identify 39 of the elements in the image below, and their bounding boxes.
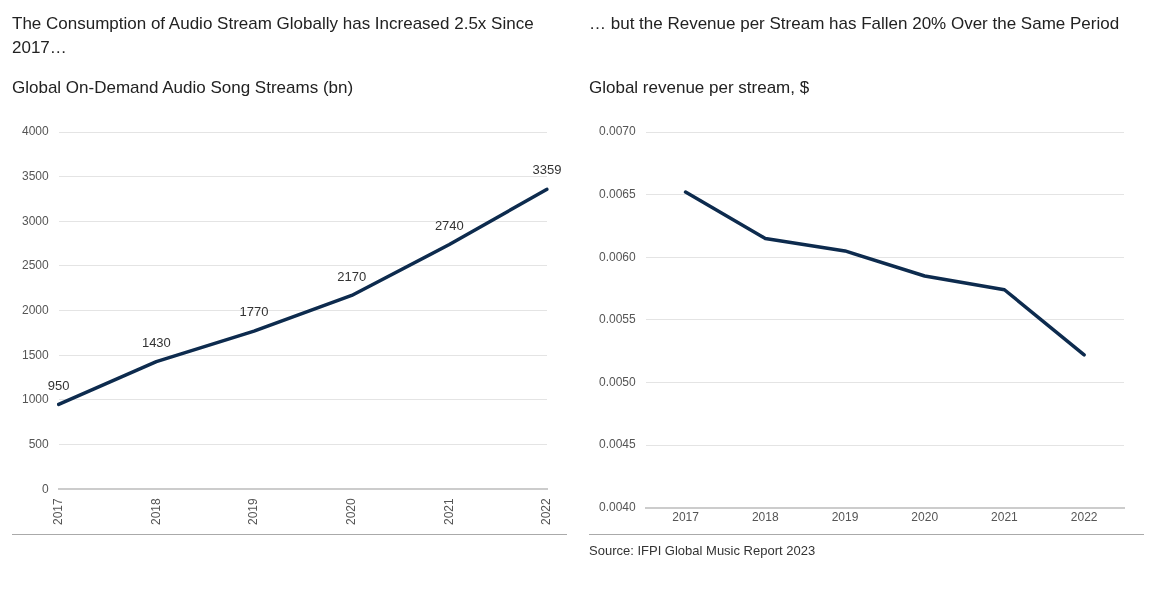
data-label: 2740 (434, 217, 464, 233)
y-tick-label: 3500 (21, 168, 50, 183)
y-tick-label: 0.0060 (599, 249, 637, 264)
y-tick-label: 0.0050 (599, 374, 637, 389)
y-tick-label: 2500 (21, 258, 50, 273)
x-tick-label: 2021 (441, 497, 456, 526)
x-tick-label: 2019 (246, 497, 261, 526)
data-label: 2170 (337, 268, 367, 284)
data-label: 1430 (141, 334, 171, 350)
data-label: 950 (47, 377, 70, 393)
chart-title: … but the Revenue per Stream has Fallen 20% Over the Same Period (589, 13, 1121, 35)
y-tick-label: 1500 (21, 347, 50, 362)
source-note: Source: IFPI Global Music Report 2023 (589, 543, 817, 558)
x-tick-label: 2022 (1070, 510, 1098, 525)
y-tick-label: 0.0055 (599, 312, 637, 327)
chart-subtitle: Global revenue per stream, $ (589, 78, 811, 99)
x-tick-label: 2020 (343, 497, 358, 526)
y-tick-label: 0.0065 (599, 186, 637, 201)
x-tick-label: 2017 (51, 497, 66, 526)
x-tick-label: 2021 (991, 510, 1019, 525)
x-tick-label: 2022 (539, 497, 554, 526)
x-tick-label: 2017 (672, 510, 700, 525)
chart-title: The Consumption of Audio Stream Globally has Increased 2.5x Since 2017… (12, 13, 535, 59)
y-tick-label: 2000 (21, 302, 50, 317)
x-tick-label: 2018 (148, 497, 163, 526)
y-tick-label: 3000 (21, 213, 50, 228)
x-tick-label: 2020 (911, 510, 939, 525)
x-tick-label: 2018 (751, 510, 779, 525)
chart-subtitle: Global On-Demand Audio Song Streams (bn) (12, 78, 355, 99)
y-tick-label: 0.0040 (599, 499, 637, 514)
y-tick-label: 0 (42, 481, 50, 496)
y-tick-label: 0.0045 (599, 437, 637, 452)
data-label: 1770 (239, 304, 269, 320)
y-tick-label: 4000 (21, 124, 50, 139)
y-tick-label: 0.0070 (599, 124, 637, 139)
y-tick-label: 1000 (21, 392, 50, 407)
y-tick-label: 500 (28, 436, 50, 451)
data-label: 3359 (532, 162, 562, 178)
x-tick-label: 2019 (831, 510, 859, 525)
